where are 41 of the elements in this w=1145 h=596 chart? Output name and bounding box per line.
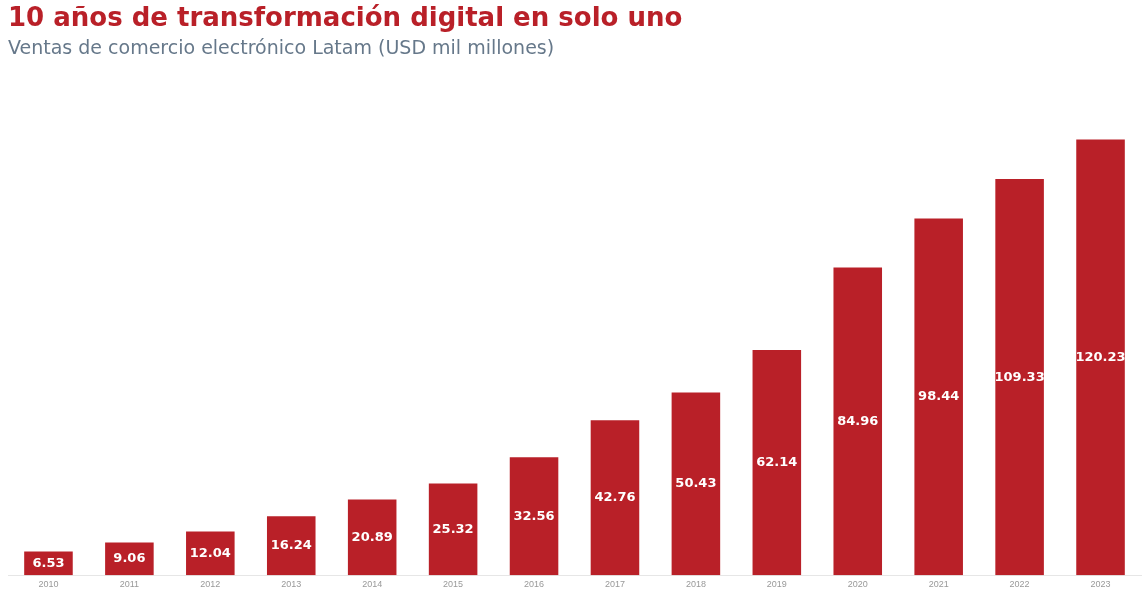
bar [833, 267, 883, 576]
bar [671, 392, 721, 576]
chart-subtitle: Ventas de comercio electrónico Latam (USD mil millones) [8, 35, 555, 58]
x-tick-label: 2011 [119, 579, 140, 590]
data-label: 84.96 [837, 412, 879, 428]
bar [428, 483, 478, 576]
data-label: 109.33 [994, 368, 1045, 384]
data-label: 20.89 [351, 528, 393, 544]
data-label: 62.14 [756, 454, 798, 470]
bar [1076, 139, 1125, 576]
data-label: 98.44 [918, 388, 960, 404]
x-tick-label: 2016 [524, 579, 545, 590]
x-tick-label: 2020 [847, 579, 868, 590]
chart-title: 10 años de transformación digital en solo uno [8, 2, 683, 33]
bar [590, 420, 640, 576]
data-label: 6.53 [32, 554, 65, 570]
x-tick-label: 2017 [604, 579, 625, 590]
x-tick-label: 2023 [1090, 579, 1111, 590]
x-tick-label: 2010 [38, 579, 59, 590]
x-tick-label: 2015 [443, 579, 464, 590]
data-label: 32.56 [513, 507, 555, 523]
bar [266, 516, 316, 576]
data-label: 12.04 [189, 544, 231, 560]
x-tick-label: 2018 [685, 579, 706, 590]
x-tick-label: 2014 [362, 579, 383, 590]
x-tick-label: 2019 [766, 579, 787, 590]
bar [347, 499, 397, 576]
data-label: 16.24 [270, 537, 312, 553]
bar [914, 218, 963, 576]
x-tick-label: 2013 [281, 579, 302, 590]
data-label: 50.43 [675, 475, 717, 491]
bar [752, 350, 802, 576]
x-tick-label: 2022 [1009, 579, 1030, 590]
data-label: 25.32 [432, 520, 474, 536]
bar [995, 179, 1044, 576]
bar [509, 457, 559, 576]
data-label: 120.23 [1075, 348, 1126, 364]
data-label: 42.76 [594, 489, 636, 505]
x-tick-label: 2012 [200, 579, 221, 590]
x-tick-label: 2021 [928, 579, 949, 590]
data-label: 9.06 [113, 550, 146, 566]
